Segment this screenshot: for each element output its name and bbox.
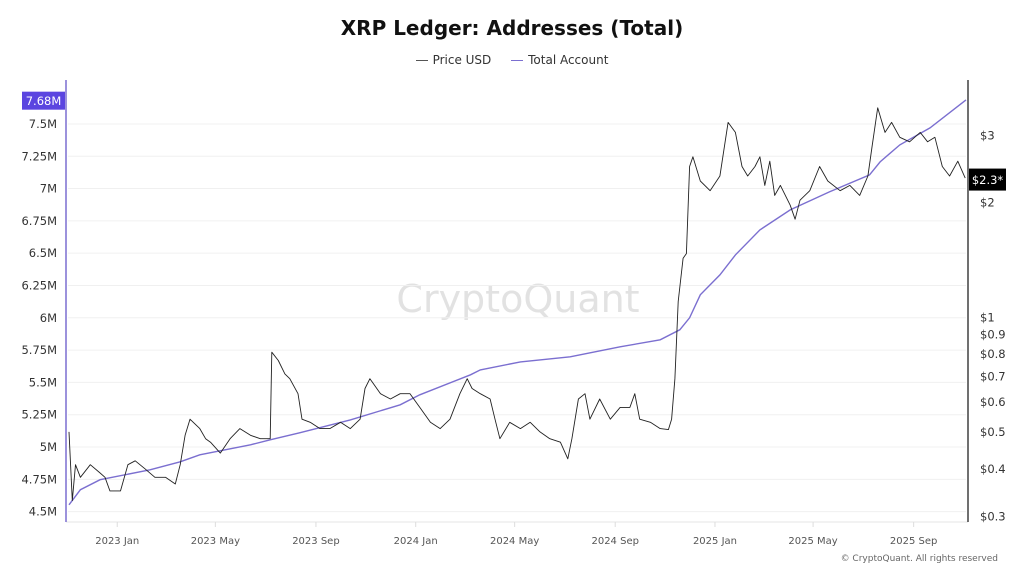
left-tick-label: 4.5M [29, 505, 57, 519]
legend-swatch [511, 59, 524, 61]
right-current-label: $2.3* [972, 173, 1004, 187]
left-tick-label: 6M [40, 311, 57, 325]
x-tick-label: 2024 May [490, 536, 539, 547]
left-tick-label: 7M [40, 182, 57, 196]
right-tick-label: $0.5 [980, 425, 1006, 439]
left-tick-label: 6.25M [21, 278, 57, 292]
legend: Price USD Total Account [0, 50, 1024, 67]
right-tick-label: $0.4 [980, 462, 1006, 476]
x-tick-label: 2025 Sep [890, 536, 937, 547]
legend-swatch [415, 59, 428, 61]
legend-label: Price USD [432, 53, 492, 68]
left-tick-label: 7.5M [29, 117, 57, 131]
left-tick-label: 5M [40, 440, 57, 454]
x-tick-label: 2023 Sep [292, 536, 339, 547]
right-tick-label: $3 [980, 129, 995, 143]
left-tick-label: 5.5M [29, 375, 57, 389]
left-tick-label: 5.75M [21, 343, 57, 357]
x-tick-label: 2024 Jan [394, 536, 438, 547]
left-current-label: 7.68M [26, 94, 62, 108]
total-account-line [68, 99, 967, 506]
right-tick-label: $0.9 [980, 328, 1006, 342]
x-tick-label: 2023 Jan [95, 536, 139, 547]
legend-account[interactable]: Total Account [511, 53, 608, 67]
x-tick-label: 2023 May [191, 536, 240, 547]
left-current-badge [22, 91, 65, 110]
right-tick-label: $0.6 [980, 395, 1006, 409]
right-tick-label: $0.3 [980, 509, 1006, 523]
right-tick-label: $1 [980, 310, 995, 324]
chart-title: XRP Ledger: Addresses (Total) [340, 16, 684, 40]
left-tick-label: 4.75M [21, 472, 57, 486]
x-tick-label: 2025 May [788, 536, 837, 547]
right-tick-label: $0.8 [980, 347, 1006, 361]
right-current-badge [969, 168, 1006, 191]
right-tick-label: $0.7 [980, 369, 1006, 383]
right-tick-label: $2 [980, 196, 995, 210]
price-usd-line [68, 107, 966, 502]
left-tick-label: 5.25M [21, 408, 57, 422]
legend-label: Total Account [528, 53, 609, 68]
copyright: © CryptoQuant. All rights reserved [840, 554, 998, 564]
watermark: CryptoQuant [396, 277, 639, 321]
x-tick-label: 2025 Jan [693, 536, 737, 547]
left-tick-label: 7.25M [21, 149, 57, 163]
x-tick-label: 2024 Sep [591, 536, 638, 547]
left-tick-label: 6.75M [21, 214, 57, 228]
left-tick-label: 6.5M [29, 246, 57, 260]
legend-price[interactable]: Price USD [415, 53, 492, 68]
